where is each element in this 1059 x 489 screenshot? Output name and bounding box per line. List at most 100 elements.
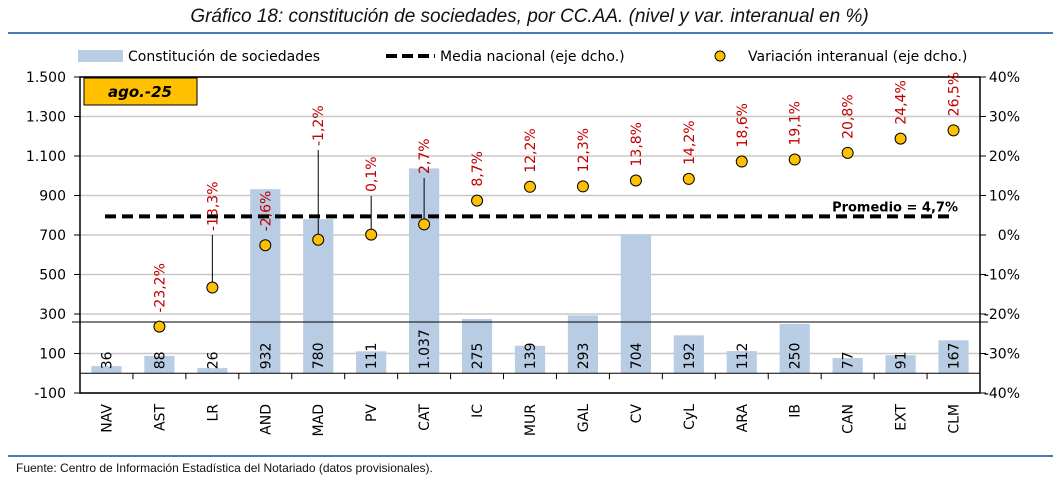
- bar-value-label: 192: [682, 343, 698, 370]
- x-tick-label-IB: IB: [788, 404, 804, 418]
- variation-label: 0,1%: [364, 156, 380, 192]
- bar-AST: [144, 355, 175, 374]
- x-tick-label-AST: AST: [152, 404, 168, 431]
- x-tick-label-ARA: ARA: [735, 404, 751, 433]
- variation-dot-CLM: [947, 124, 960, 137]
- bar-value-label: 275: [470, 343, 486, 370]
- right-tick-label: 40%: [989, 70, 1020, 86]
- variation-dot-CyL: [682, 172, 695, 185]
- variation-label: 13,8%: [629, 122, 645, 166]
- right-tick-label: 20%: [989, 149, 1020, 165]
- variation-dot-PV: [365, 228, 378, 241]
- bar-value-label: 139: [523, 343, 539, 370]
- footer-rule: [8, 455, 1053, 457]
- variation-dot-CAT: [418, 218, 431, 231]
- right-tick-label: 30%: [989, 110, 1020, 126]
- bar-value-label: 1.037: [417, 329, 433, 369]
- x-tick-label-PV: PV: [364, 404, 380, 422]
- legend-mean-label: Media nacional (eje dcho.): [440, 49, 625, 65]
- variation-dot-ARA: [735, 155, 748, 168]
- bar-PV: [356, 351, 387, 374]
- variation-dot-GAL: [576, 180, 589, 193]
- bar-value-label: 112: [735, 343, 751, 370]
- bar-value-label: 26: [205, 351, 221, 369]
- variation-label: 24,4%: [894, 80, 910, 124]
- x-tick-label-CV: CV: [629, 404, 645, 424]
- variation-label: 8,7%: [470, 151, 486, 187]
- bar-value-label: 250: [788, 343, 804, 370]
- x-tick-label-IC: IC: [470, 404, 486, 418]
- bar-value-label: 36: [99, 351, 115, 369]
- chart-title: Gráfico 18: constitución de sociedades, …: [190, 6, 869, 27]
- right-tick-label: 10%: [989, 189, 1020, 205]
- legend-bar-swatch: [78, 50, 123, 62]
- variation-dot-MAD: [312, 233, 325, 246]
- x-tick-label-MAD: MAD: [311, 404, 327, 436]
- bar-value-label: 111: [364, 343, 380, 370]
- x-tick-label-CLM: CLM: [947, 404, 963, 434]
- variation-dot-AST: [153, 320, 166, 333]
- bar-value-label: 77: [841, 351, 857, 369]
- bar-IC: [461, 318, 493, 374]
- legend-dot-label: Variación interanual (eje dcho.): [748, 49, 967, 65]
- right-tick-label: -30%: [984, 347, 1020, 363]
- x-tick-label-CyL: CyL: [682, 404, 698, 430]
- variation-label: 14,2%: [682, 120, 698, 164]
- variation-label: -1,2%: [311, 105, 327, 146]
- x-tick-label-GAL: GAL: [576, 404, 592, 432]
- left-tick-label: 1.500: [26, 70, 66, 86]
- legend-bar-label: Constitución de sociedades: [128, 49, 320, 65]
- variation-label: 26,5%: [947, 72, 963, 116]
- x-tick-label-CAN: CAN: [841, 404, 857, 434]
- bar-MUR: [514, 345, 546, 374]
- variation-label: -2,6%: [258, 191, 274, 232]
- variation-label: 18,6%: [735, 103, 751, 147]
- variation-dot-AND: [259, 239, 272, 252]
- title-rule: [8, 32, 1053, 34]
- bar-CV: [620, 234, 651, 374]
- variation-label: -13,3%: [205, 181, 221, 231]
- variation-label: 12,3%: [576, 128, 592, 172]
- bar-LR: [197, 368, 228, 374]
- bar-CyL: [673, 335, 704, 374]
- bar-value-label: 88: [152, 351, 168, 369]
- bar-value-label: 293: [576, 343, 592, 370]
- bar-value-label: 91: [894, 351, 910, 369]
- variation-label: 2,7%: [417, 138, 433, 174]
- left-tick-label: 300: [39, 307, 66, 323]
- variation-label: 19,1%: [788, 101, 804, 145]
- variation-dot-IB: [788, 153, 801, 166]
- x-tick-label-LR: LR: [205, 404, 221, 422]
- variation-dot-EXT: [894, 132, 907, 145]
- bar-AND: [250, 189, 281, 374]
- variation-dot-MUR: [524, 180, 536, 193]
- variation-dot-CAN: [841, 146, 854, 159]
- bar-value-label: 932: [258, 343, 274, 370]
- variation-label: -23,2%: [152, 263, 168, 313]
- bar-ARA: [726, 351, 757, 374]
- period-badge: [83, 77, 198, 106]
- bar-GAL: [567, 315, 599, 374]
- period-badge-label: ago.-25: [108, 83, 172, 101]
- bar-EXT: [885, 355, 916, 374]
- legend-dot-swatch: [714, 50, 726, 62]
- variation-dot-IC: [471, 194, 484, 207]
- source-note: Fuente: Centro de Información Estadístic…: [16, 461, 433, 475]
- bar-IB: [779, 323, 810, 374]
- left-tick-label: 900: [39, 189, 66, 205]
- right-tick-label: -20%: [984, 307, 1020, 323]
- left-tick-label: -100: [34, 386, 66, 402]
- x-tick-label-CAT: CAT: [417, 404, 433, 431]
- left-tick-label: 100: [39, 347, 66, 363]
- left-tick-label: 1.300: [26, 110, 66, 126]
- x-tick-label-EXT: EXT: [894, 404, 910, 431]
- left-tick-label: 500: [39, 268, 66, 284]
- right-tick-label: 0%: [998, 228, 1020, 244]
- left-tick-label: 700: [39, 228, 66, 244]
- x-tick-label-NAV: NAV: [99, 404, 115, 433]
- bar-NAV: [91, 366, 122, 374]
- x-tick-label-AND: AND: [258, 404, 274, 435]
- variation-dot-LR: [206, 281, 219, 294]
- bar-value-label: 167: [947, 343, 963, 370]
